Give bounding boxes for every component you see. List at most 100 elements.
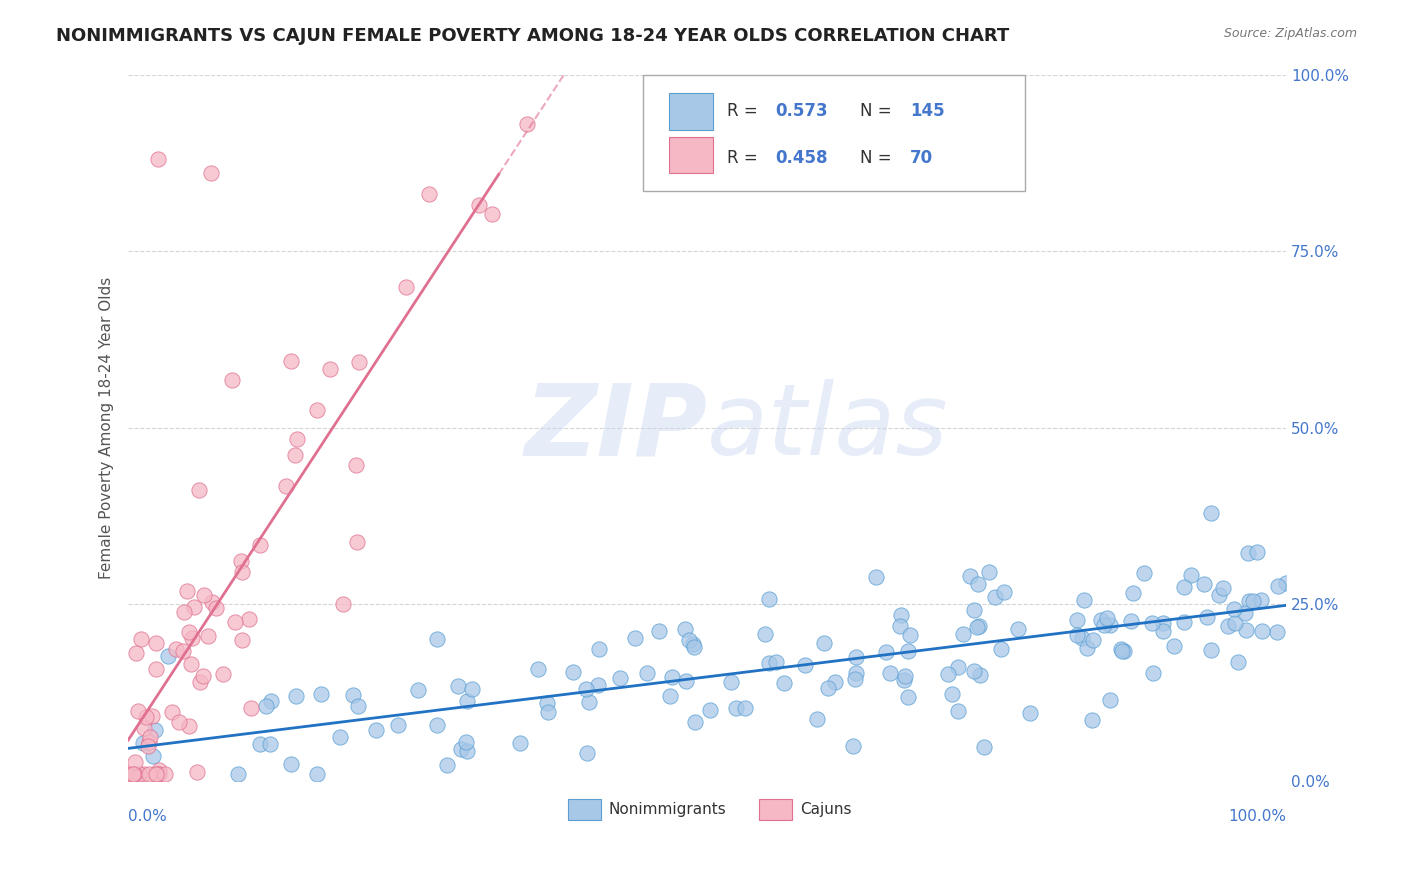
Point [1152, 615, 1174, 630]
Point [165, 641, 187, 656]
Point [468, 198, 491, 212]
Text: R =: R = [727, 103, 758, 120]
Point [284, 689, 307, 703]
Point [977, 566, 1000, 580]
Point [285, 432, 308, 446]
Point [894, 669, 917, 683]
Point [1083, 632, 1105, 647]
Point [562, 665, 585, 680]
Point [879, 665, 901, 680]
Point [893, 673, 915, 687]
Point [1121, 615, 1143, 629]
Point [160, 706, 183, 720]
Point [946, 660, 969, 674]
Point [1066, 614, 1088, 628]
Point [758, 592, 780, 607]
Point [875, 645, 897, 659]
FancyBboxPatch shape [669, 93, 713, 129]
Point [845, 650, 868, 665]
Point [309, 688, 332, 702]
Point [1208, 588, 1230, 602]
Point [699, 702, 721, 716]
Point [1226, 655, 1249, 669]
Text: Source: ZipAtlas.com: Source: ZipAtlas.com [1223, 27, 1357, 40]
Point [1098, 693, 1121, 707]
Point [588, 641, 610, 656]
Point [1234, 623, 1257, 637]
Point [941, 687, 963, 701]
Point [132, 767, 155, 781]
Point [1095, 610, 1118, 624]
Point [845, 666, 868, 681]
Point [256, 698, 278, 713]
Point [865, 570, 887, 584]
Point [1223, 615, 1246, 630]
Text: N =: N = [860, 149, 891, 167]
Point [578, 695, 600, 709]
Point [138, 767, 160, 781]
Point [1173, 615, 1195, 630]
Point [720, 675, 742, 690]
Point [1212, 581, 1234, 595]
Point [673, 622, 696, 636]
Point [624, 632, 647, 646]
Point [661, 670, 683, 684]
Point [683, 714, 706, 729]
Point [897, 643, 920, 657]
Point [167, 715, 190, 730]
Point [1267, 624, 1289, 639]
Point [1122, 586, 1144, 600]
Point [172, 644, 194, 658]
Point [142, 748, 165, 763]
Point [342, 688, 364, 702]
Point [648, 624, 671, 639]
Point [456, 694, 478, 708]
Text: atlas: atlas [707, 379, 949, 476]
Point [1071, 631, 1094, 645]
Point [609, 671, 631, 685]
Point [1236, 546, 1258, 560]
Point [148, 763, 170, 777]
Point [132, 736, 155, 750]
Point [993, 584, 1015, 599]
Point [967, 619, 990, 633]
Point [794, 657, 817, 672]
Point [588, 678, 610, 692]
Point [191, 669, 214, 683]
Point [1109, 642, 1132, 657]
Point [124, 755, 146, 769]
Point [447, 680, 470, 694]
Point [450, 742, 472, 756]
Point [725, 701, 748, 715]
Text: Nonimmigrants: Nonimmigrants [609, 802, 727, 817]
Point [240, 701, 263, 715]
Point [1237, 594, 1260, 608]
Point [319, 361, 342, 376]
Point [948, 704, 970, 718]
Point [259, 694, 281, 708]
Point [938, 667, 960, 681]
Point [509, 736, 531, 750]
Point [138, 739, 160, 753]
Point [329, 730, 352, 744]
Point [659, 689, 682, 703]
Point [124, 767, 146, 781]
Point [188, 675, 211, 690]
Point [332, 598, 354, 612]
FancyBboxPatch shape [669, 136, 713, 173]
Point [575, 681, 598, 696]
Point [817, 681, 839, 696]
Point [824, 674, 846, 689]
Point [973, 739, 995, 754]
Point [969, 668, 991, 682]
Text: 100.0%: 100.0% [1227, 809, 1286, 824]
Text: Cajuns: Cajuns [800, 802, 851, 817]
Point [179, 719, 201, 733]
Point [305, 403, 328, 417]
Point [146, 153, 169, 167]
Point [121, 767, 143, 781]
Point [238, 612, 260, 626]
Point [187, 483, 209, 498]
Point [128, 767, 150, 781]
Point [1180, 568, 1202, 582]
